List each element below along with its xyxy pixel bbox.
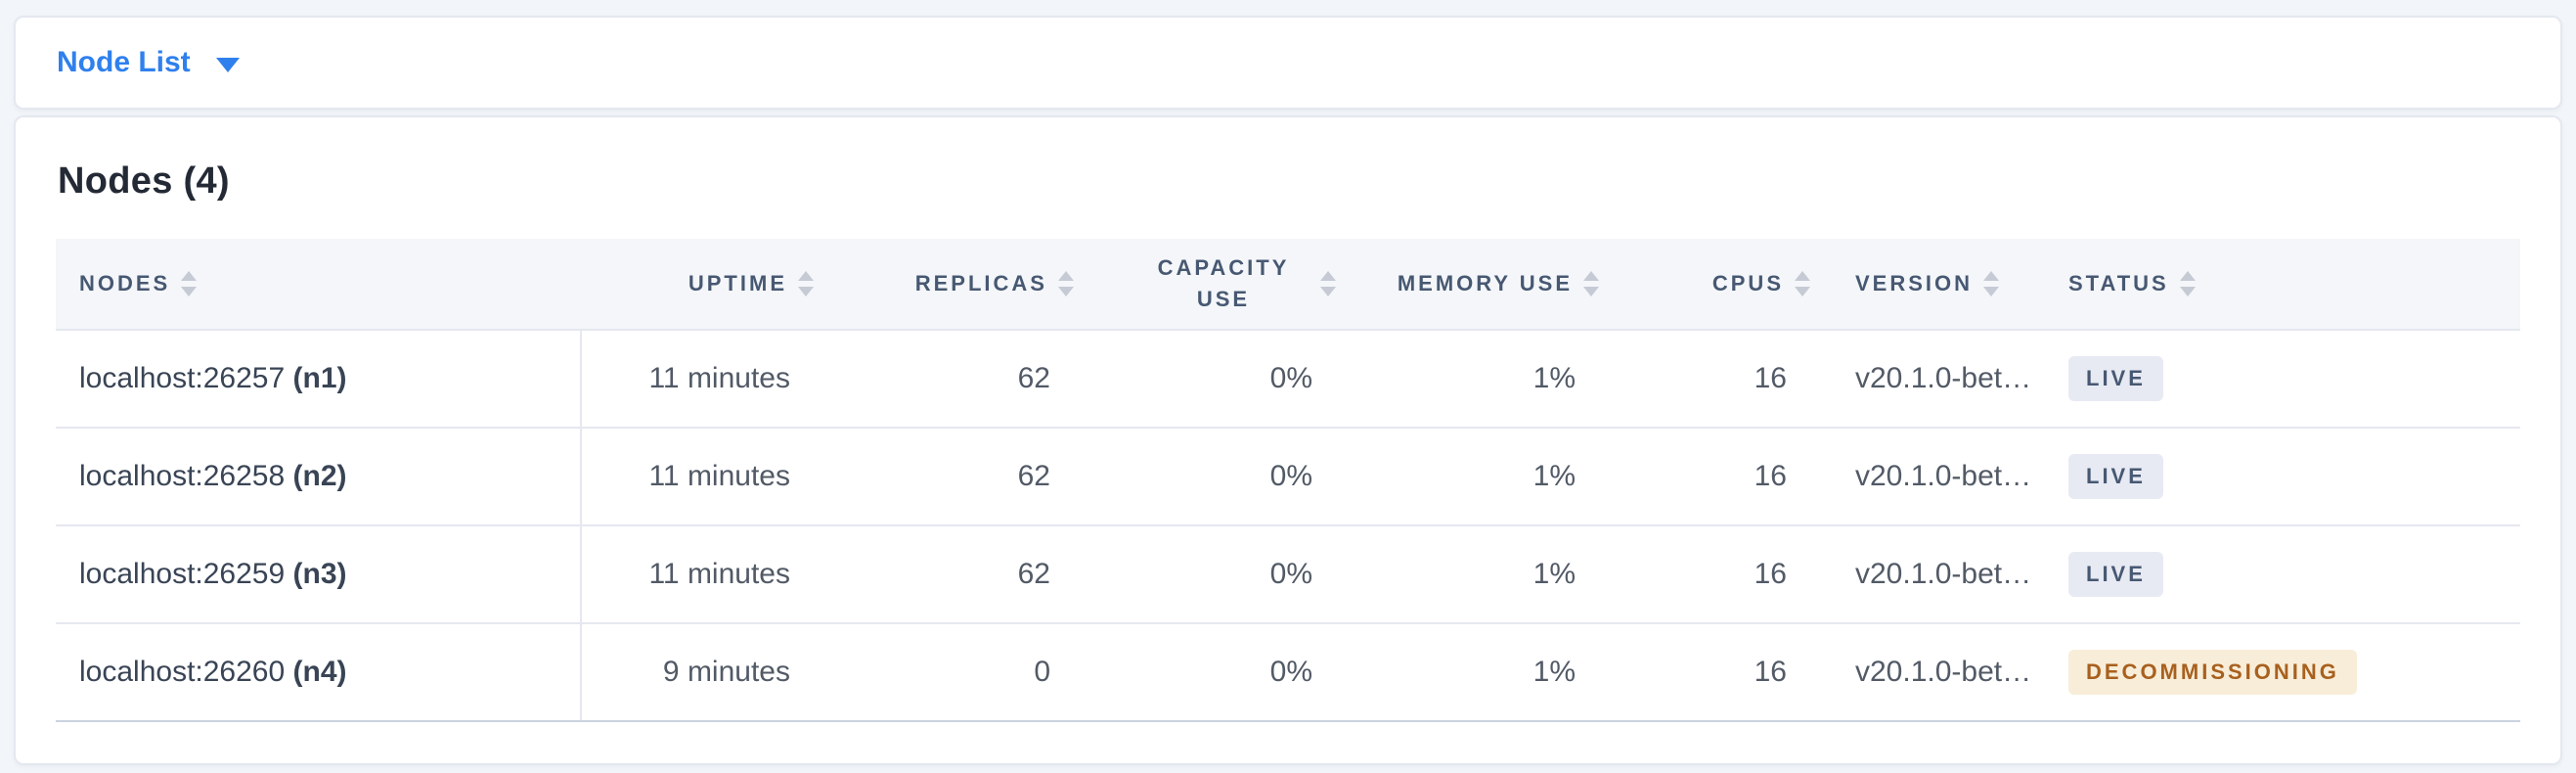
sort-icon[interactable]	[1318, 269, 1338, 298]
sort-icon[interactable]	[179, 269, 199, 298]
cell-status: LIVE	[2045, 426, 2520, 525]
cell-replicas: 62	[816, 523, 1076, 623]
node-id: (n4)	[292, 655, 347, 688]
table-body: localhost:26257 (n1) 11 minutes 62 0% 1% 16 v2…	[56, 328, 2520, 722]
cell-node-address: localhost:26260 (n4)	[56, 621, 582, 722]
cell-status: LIVE	[2045, 328, 2520, 428]
node-list-table: NODES UPTIME REPLICAS CAPACITY USE MEMORY US…	[56, 238, 2520, 722]
status-badge: LIVE	[2068, 355, 2163, 401]
cell-memory-use: 1%	[1338, 426, 1601, 525]
column-header-uptime[interactable]: UPTIME	[581, 238, 816, 330]
column-label-cpus: CPUS	[1711, 270, 1784, 296]
cell-version: v20.1.0-bet…	[1812, 621, 2045, 722]
cell-node-address: localhost:26257 (n1)	[56, 328, 582, 428]
node-address: localhost:26258	[79, 459, 286, 492]
column-label-status: STATUS	[2068, 270, 2169, 296]
sort-icon[interactable]	[1581, 269, 1601, 298]
column-label-uptime: UPTIME	[688, 270, 787, 296]
caret-down-icon	[215, 57, 240, 72]
cell-cpus: 16	[1601, 621, 1812, 722]
cell-uptime: 11 minutes	[581, 523, 816, 623]
nodes-panel: Nodes (4) NODES UPTIME REPLICAS CAPACITY US…	[14, 115, 2562, 765]
sort-icon[interactable]	[1056, 269, 1076, 298]
cell-capacity-use: 0%	[1076, 523, 1338, 623]
cell-memory-use: 1%	[1338, 328, 1601, 428]
column-header-status[interactable]: STATUS	[2045, 238, 2520, 330]
cell-replicas: 62	[816, 426, 1076, 525]
node-address: localhost:26260	[79, 655, 286, 688]
sort-icon[interactable]	[2178, 269, 2198, 298]
table-row: localhost:26260 (n4) 9 minutes 0 0% 1% 16 v20.…	[56, 621, 2520, 722]
column-label-nodes: NODES	[79, 270, 171, 296]
cell-cpus: 16	[1601, 426, 1812, 525]
column-label-memory-use: MEMORY USE	[1397, 270, 1573, 296]
cell-uptime: 9 minutes	[581, 621, 816, 722]
column-header-version[interactable]: VERSION	[1812, 238, 2045, 330]
node-id: (n2)	[292, 459, 347, 492]
table-row: localhost:26258 (n2) 11 minutes 62 0% 1% 16 v2…	[56, 426, 2520, 525]
table-header-row: NODES UPTIME REPLICAS CAPACITY USE MEMORY US…	[56, 238, 2520, 330]
cell-version: v20.1.0-bet…	[1812, 523, 2045, 623]
cell-replicas: 0	[816, 621, 1076, 722]
status-badge: LIVE	[2068, 551, 2163, 597]
cell-capacity-use: 0%	[1076, 426, 1338, 525]
column-header-replicas[interactable]: REPLICAS	[816, 238, 1076, 330]
cell-status: DECOMMISSIONING	[2045, 621, 2520, 722]
page-title: Nodes (4)	[58, 160, 230, 202]
cell-replicas: 62	[816, 328, 1076, 428]
cell-uptime: 11 minutes	[581, 426, 816, 525]
cell-status: LIVE	[2045, 523, 2520, 623]
table-row: localhost:26257 (n1) 11 minutes 62 0% 1% 16 v2…	[56, 328, 2520, 428]
node-list-dropdown[interactable]: Node List	[57, 46, 240, 79]
cell-version: v20.1.0-bet…	[1812, 426, 2045, 525]
node-id: (n3)	[292, 557, 347, 590]
node-address: localhost:26257	[79, 361, 286, 394]
column-header-nodes[interactable]: NODES	[56, 238, 581, 330]
cell-memory-use: 1%	[1338, 523, 1601, 623]
column-header-memory-use[interactable]: MEMORY USE	[1338, 238, 1601, 330]
node-id: (n1)	[292, 361, 347, 394]
sort-icon[interactable]	[1981, 269, 2001, 298]
view-selector-bar: Node List	[14, 16, 2562, 110]
cell-node-address: localhost:26259 (n3)	[56, 523, 582, 623]
cell-capacity-use: 0%	[1076, 328, 1338, 428]
column-label-replicas: REPLICAS	[914, 270, 1047, 296]
cell-cpus: 16	[1601, 328, 1812, 428]
cell-cpus: 16	[1601, 523, 1812, 623]
cell-uptime: 11 minutes	[581, 328, 816, 428]
cell-capacity-use: 0%	[1076, 621, 1338, 722]
table-header: NODES UPTIME REPLICAS CAPACITY USE MEMORY US…	[56, 238, 2520, 330]
table-row: localhost:26259 (n3) 11 minutes 62 0% 1% 16 v2…	[56, 523, 2520, 623]
cell-version: v20.1.0-bet…	[1812, 328, 2045, 428]
cell-memory-use: 1%	[1338, 621, 1601, 722]
column-header-cpus[interactable]: CPUS	[1601, 238, 1812, 330]
column-label-version: VERSION	[1855, 270, 1974, 296]
node-address: localhost:26259	[79, 557, 286, 590]
node-list-dropdown-label: Node List	[57, 46, 191, 78]
status-badge: DECOMMISSIONING	[2068, 649, 2357, 695]
column-header-capacity-use[interactable]: CAPACITY USE	[1076, 238, 1338, 330]
status-badge: LIVE	[2068, 453, 2163, 499]
column-label-capacity-use: CAPACITY USE	[1157, 254, 1290, 311]
sort-icon[interactable]	[796, 269, 816, 298]
sort-icon[interactable]	[1793, 269, 1812, 298]
cell-node-address: localhost:26258 (n2)	[56, 426, 582, 525]
